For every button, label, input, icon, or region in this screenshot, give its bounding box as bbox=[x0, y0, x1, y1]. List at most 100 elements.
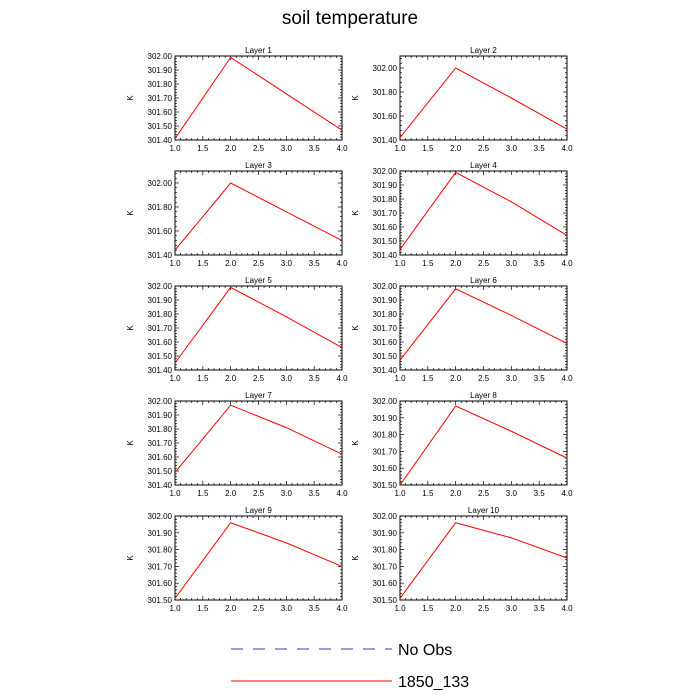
y-tick-label: 301.40 bbox=[148, 251, 173, 260]
y-tick-label: 301.90 bbox=[148, 411, 173, 420]
y-axis-label: K bbox=[126, 95, 135, 101]
x-tick-label: 2.0 bbox=[225, 604, 237, 613]
x-tick-label: 1.5 bbox=[197, 144, 209, 153]
x-tick-label: 1.5 bbox=[422, 489, 434, 498]
x-tick-label: 1.0 bbox=[394, 489, 406, 498]
y-tick-label: 301.80 bbox=[373, 310, 398, 319]
x-tick-label: 3.5 bbox=[534, 259, 546, 268]
y-tick-label: 302.00 bbox=[148, 397, 173, 406]
x-tick-label: 1.5 bbox=[422, 604, 434, 613]
x-tick-label: 4.0 bbox=[336, 144, 348, 153]
x-tick-label: 2.0 bbox=[225, 259, 237, 268]
series-line bbox=[174, 182, 343, 251]
y-tick-label: 301.50 bbox=[148, 467, 173, 476]
y-axis-label: K bbox=[126, 210, 135, 216]
y-tick-label: 301.80 bbox=[148, 425, 173, 434]
plot-frame bbox=[399, 515, 568, 601]
chart-panel-6: Layer 6 1.0 1.5 2.0 2.5 3.0 3.5 4.0 301.40 301.50… bbox=[351, 276, 573, 383]
y-tick-label: 302.00 bbox=[373, 167, 398, 176]
panel-title: Layer 5 bbox=[245, 276, 272, 285]
y-tick-label: 301.70 bbox=[373, 447, 398, 456]
x-tick-label: 1.0 bbox=[169, 489, 181, 498]
chart-panel-8: Layer 8 1.0 1.5 2.0 2.5 3.0 3.5 4.0 301.50 301.60… bbox=[351, 391, 573, 498]
series-line bbox=[399, 171, 568, 250]
x-tick-label: 4.0 bbox=[561, 489, 573, 498]
x-tick-label: 2.0 bbox=[450, 489, 462, 498]
y-axis-label: K bbox=[351, 440, 360, 446]
chart-panel-3: Layer 3 1.0 1.5 2.0 2.5 3.0 3.5 4.0 301.40 301.60… bbox=[126, 161, 348, 268]
y-tick-label: 302.00 bbox=[373, 282, 398, 291]
y-tick-label: 301.70 bbox=[148, 562, 173, 571]
series-line bbox=[399, 288, 568, 361]
y-tick-label: 302.00 bbox=[148, 52, 173, 61]
x-tick-label: 3.5 bbox=[534, 374, 546, 383]
x-tick-label: 4.0 bbox=[561, 144, 573, 153]
plot-frame bbox=[174, 515, 343, 601]
y-tick-label: 301.50 bbox=[373, 237, 398, 246]
y-tick-label: 301.40 bbox=[148, 136, 173, 145]
y-axis-label: K bbox=[351, 325, 360, 331]
y-tick-label: 301.70 bbox=[148, 439, 173, 448]
y-tick-label: 301.40 bbox=[373, 136, 398, 145]
panel-title: Layer 6 bbox=[470, 276, 497, 285]
y-tick-label: 301.70 bbox=[373, 209, 398, 218]
y-axis-label: K bbox=[351, 95, 360, 101]
chart-panel-5: Layer 5 1.0 1.5 2.0 2.5 3.0 3.5 4.0 301.40 301.50… bbox=[126, 276, 348, 383]
x-tick-label: 3.0 bbox=[281, 374, 293, 383]
series-line bbox=[399, 405, 568, 486]
x-tick-label: 1.5 bbox=[197, 604, 209, 613]
x-tick-label: 2.5 bbox=[253, 604, 265, 613]
y-tick-label: 301.90 bbox=[148, 529, 173, 538]
y-tick-label: 302.00 bbox=[373, 397, 398, 406]
panel-title: Layer 8 bbox=[470, 391, 497, 400]
chart-panel-1: Layer 1 1.0 1.5 2.0 2.5 3.0 3.5 4.0 301.40 301.50… bbox=[126, 46, 348, 153]
legend: No Obs 1850_133 bbox=[231, 642, 469, 691]
y-tick-label: 301.60 bbox=[373, 579, 398, 588]
y-tick-label: 301.80 bbox=[148, 80, 173, 89]
x-tick-label: 4.0 bbox=[561, 604, 573, 613]
y-tick-label: 302.00 bbox=[148, 512, 173, 521]
y-tick-label: 301.90 bbox=[373, 529, 398, 538]
plot-frame bbox=[174, 55, 343, 141]
x-tick-label: 2.0 bbox=[225, 144, 237, 153]
y-tick-label: 301.40 bbox=[373, 251, 398, 260]
x-tick-label: 3.0 bbox=[506, 604, 518, 613]
x-tick-label: 3.0 bbox=[506, 489, 518, 498]
panel-title: Layer 7 bbox=[245, 391, 272, 400]
x-tick-label: 3.5 bbox=[534, 604, 546, 613]
series-line bbox=[174, 286, 343, 364]
chart-panel-10: Layer 10 1.0 1.5 2.0 2.5 3.0 3.5 4.0 301.50 301.6… bbox=[351, 506, 573, 613]
y-axis-label: K bbox=[351, 555, 360, 561]
panel-title: Layer 9 bbox=[245, 506, 272, 515]
x-tick-label: 2.0 bbox=[225, 489, 237, 498]
y-tick-label: 301.60 bbox=[373, 338, 398, 347]
x-tick-label: 4.0 bbox=[561, 259, 573, 268]
y-tick-label: 301.60 bbox=[373, 464, 398, 473]
series-line bbox=[174, 404, 343, 473]
panel-title: Layer 10 bbox=[468, 506, 500, 515]
panel-title: Layer 2 bbox=[470, 46, 497, 55]
chart-panel-7: Layer 7 1.0 1.5 2.0 2.5 3.0 3.5 4.0 301.40 301.50… bbox=[126, 391, 348, 498]
y-tick-label: 301.60 bbox=[148, 108, 173, 117]
y-tick-label: 301.60 bbox=[148, 579, 173, 588]
x-tick-label: 1.5 bbox=[422, 259, 434, 268]
y-tick-label: 301.80 bbox=[373, 546, 398, 555]
x-tick-label: 3.5 bbox=[534, 144, 546, 153]
x-tick-label: 2.0 bbox=[450, 144, 462, 153]
x-tick-label: 2.5 bbox=[253, 374, 265, 383]
series-line bbox=[174, 56, 343, 139]
chart-panel-4: Layer 4 1.0 1.5 2.0 2.5 3.0 3.5 4.0 301.40 301.50… bbox=[351, 161, 573, 268]
y-tick-label: 301.80 bbox=[373, 431, 398, 440]
x-tick-label: 2.0 bbox=[450, 374, 462, 383]
chart-panel-9: Layer 9 1.0 1.5 2.0 2.5 3.0 3.5 4.0 301.50 301.60… bbox=[126, 506, 348, 613]
y-tick-label: 301.80 bbox=[148, 546, 173, 555]
y-axis-label: K bbox=[126, 325, 135, 331]
x-tick-label: 2.0 bbox=[450, 604, 462, 613]
y-tick-label: 301.70 bbox=[373, 562, 398, 571]
x-tick-label: 2.0 bbox=[225, 374, 237, 383]
x-tick-label: 2.5 bbox=[478, 489, 490, 498]
y-tick-label: 301.90 bbox=[148, 296, 173, 305]
y-tick-label: 301.60 bbox=[148, 453, 173, 462]
y-tick-label: 301.60 bbox=[148, 338, 173, 347]
